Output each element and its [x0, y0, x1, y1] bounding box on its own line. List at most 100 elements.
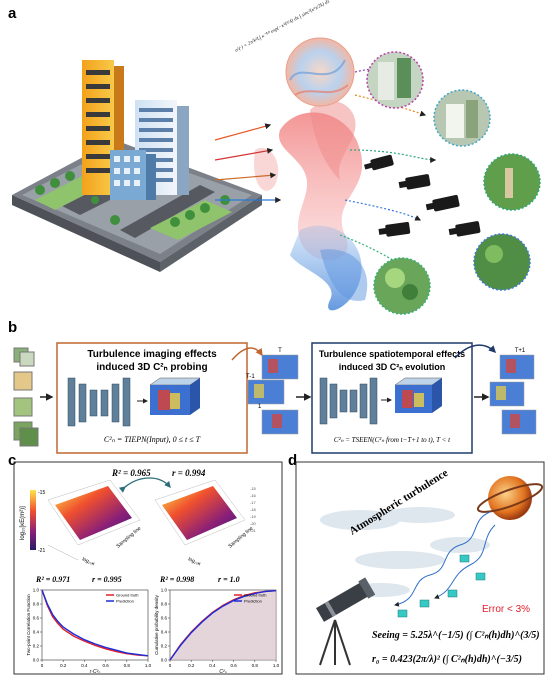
y-tick-label: 0.4 — [161, 630, 168, 635]
left-r: r = 0.995 — [92, 575, 122, 584]
y-tick-label: 0.8 — [161, 602, 168, 607]
colorbar-min: -21 — [38, 548, 45, 554]
axis-label-log-right: log₁₀κ — [187, 556, 202, 567]
legend-label: Prediction — [116, 599, 134, 604]
teal-sensors — [397, 554, 486, 618]
y-tick-label: 1.0 — [33, 588, 40, 593]
panel-c-border — [13, 461, 283, 675]
x-tick-label: 0.8 — [252, 663, 259, 668]
series-line-prediction — [169, 590, 277, 661]
axis-tick-right-6: -21 — [250, 528, 257, 533]
tseen-title-line1: Turbulence spatiotemporal effects — [319, 349, 465, 359]
colorbar-label: log₁₀[κE(m²)] — [20, 506, 26, 540]
tseen-box — [311, 342, 473, 454]
panel-c-letter: c — [8, 452, 16, 469]
atmospheric-turbulence-title: Atmospheric turbulence — [347, 467, 450, 538]
legend-label: Ground truth — [244, 593, 266, 598]
frame-label-T-1: T-1 — [246, 374, 255, 380]
y-tick-label: 0.0 — [33, 658, 40, 663]
right-r: r = 1.0 — [218, 575, 240, 584]
y-axis-label: Cumulative probability density — [154, 594, 159, 655]
tseen-output-volume — [394, 377, 443, 413]
turbulence-plume — [254, 100, 368, 311]
axis-label-sampling-left: Sampling line — [115, 526, 142, 550]
error-label: Error < 3% — [482, 604, 530, 615]
x-tick-label: 0 — [41, 663, 44, 668]
colorbar — [30, 490, 36, 550]
x-tick-label: 0.4 — [209, 663, 216, 668]
tiepn-formula: C²ₙ = TIEPN(Input), 0 ≤ t ≤ T — [104, 435, 201, 444]
right-r2: R² = 0.998 — [159, 575, 194, 584]
cdf-chart: 1.00.80.60.40.20.00 0.2 0.4 0.6 0.8 1.0Cumula… — [154, 588, 280, 676]
x-tick-label: 0.4 — [81, 663, 88, 668]
axis-tick-right-0: -15 — [250, 486, 257, 491]
x-tick-label: 0.2 — [188, 663, 195, 668]
series-line-prediction — [41, 589, 149, 657]
x-tick-label: 1.0 — [145, 663, 152, 668]
axis-tick-right-1: -16 — [250, 493, 257, 498]
x-axis-label: C²ₙ — [219, 669, 227, 675]
y-axis-label: Two-point Correlation Function — [26, 594, 31, 656]
x-tick-label: 0.2 — [60, 663, 67, 668]
y-tick-label: 0.6 — [161, 616, 168, 621]
y-tick-label: 0.0 — [161, 658, 168, 663]
tiepn-output-volume — [149, 377, 201, 415]
frame-label-T: T — [278, 348, 282, 354]
top-r: r = 0.994 — [172, 468, 206, 478]
tseen-formula: C²ₙ = TSEEN(C²ₙ from t−T+1 to t), T < t — [334, 436, 451, 444]
area-fill — [170, 590, 276, 660]
tseen-network-icon — [319, 377, 378, 425]
x-tick-label: 0.8 — [124, 663, 131, 668]
planet-icon — [476, 476, 544, 520]
panel-d-letter: d — [288, 452, 297, 469]
telescope-icon — [316, 577, 376, 666]
y-tick-label: 1.0 — [161, 588, 168, 593]
city-illustration — [12, 60, 262, 272]
turbulence-clouds — [320, 507, 490, 597]
input-thumbnails — [13, 347, 39, 447]
frame-label-1: 1 — [258, 404, 262, 410]
observed-images — [366, 51, 541, 315]
x-axis-label: r·C²ₙ — [90, 669, 102, 675]
tseen-frame-stack: T+1 — [489, 348, 537, 435]
top-r2: R² = 0.965 — [111, 468, 151, 478]
r0-formula: r₀ = 0.423(2π/λ)² (∫ C²ₙ(h)dh)^(−3/5) — [372, 654, 522, 665]
axis-tick-right-4: -19 — [250, 514, 257, 519]
axis-tick-right-2: -17 — [250, 500, 257, 505]
x-tick-label: 1.0 — [273, 663, 280, 668]
tiepn-title-line2: induced 3D C²ₙ probing — [96, 362, 207, 373]
y-tick-label: 0.4 — [33, 630, 40, 635]
axis-tick-right-3: -18 — [250, 507, 257, 512]
turbulence-sphere — [285, 37, 355, 107]
colorbar-max: -15 — [38, 490, 45, 496]
legend-label: Prediction — [244, 599, 262, 604]
seeing-formula: Seeing = 5.25λ^(−1/5) (∫ C²ₙ(h)dh)^(3/5) — [372, 630, 540, 641]
legend-label: Ground truth — [116, 593, 138, 598]
y-tick-label: 0.2 — [33, 644, 40, 649]
left-r2: R² = 0.971 — [35, 575, 70, 584]
camera-array — [364, 154, 481, 237]
panel-a-letter: a — [8, 5, 17, 22]
tiepn-box — [56, 342, 248, 454]
y-tick-label: 0.6 — [33, 616, 40, 621]
tiepn-title-line1: Turbulence imaging effects — [87, 349, 217, 360]
light-paths — [394, 511, 496, 607]
panel-d-border — [295, 461, 545, 675]
y-tick-label: 0.8 — [33, 602, 40, 607]
axis-tick-right-5: -20 — [250, 521, 257, 526]
x-tick-label: 0.6 — [230, 663, 237, 668]
surface-plot-left: log₁₀κ Sampling line — [47, 479, 142, 567]
plot-frame — [41, 589, 149, 661]
frame-label-T+1: T+1 — [515, 348, 526, 354]
axis-label-sampling-right: Sampling line — [227, 526, 254, 550]
x-tick-label: 0.6 — [102, 663, 109, 668]
surface-plot-right: -15 -16 -17 -18 -19 -20 -21 log₁₀κ Sampl… — [154, 479, 257, 567]
correlation-chart: 1.00.80.60.40.20.00 0.2 0.4 0.6 0.8 1.0Two-po… — [26, 588, 152, 676]
tiepn-network-icon — [67, 377, 131, 427]
tiepn-frame-stack: T T-1 1 — [246, 348, 299, 435]
y-tick-label: 0.2 — [161, 644, 168, 649]
panel-b-letter: b — [8, 319, 17, 336]
tseen-title-line2: induced 3D C²ₙ evolution — [339, 362, 446, 372]
x-tick-label: 0 — [169, 663, 172, 668]
